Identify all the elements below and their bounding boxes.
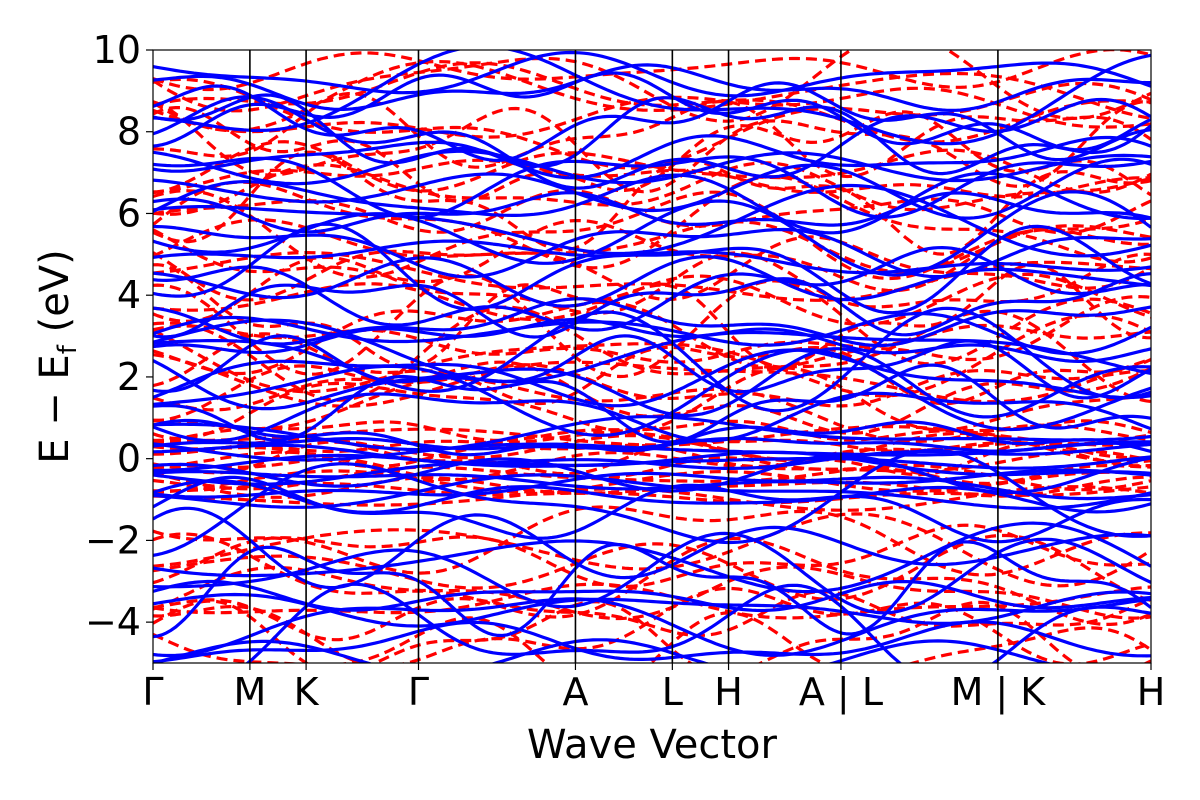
band-line [153, 246, 1151, 332]
band-line [153, 448, 1151, 557]
y-tick-label: −4 [85, 600, 141, 644]
band-line [153, 323, 1151, 364]
band-line [153, 473, 1151, 510]
band-line [153, 50, 1151, 98]
band-line [153, 239, 1151, 275]
band-line [153, 235, 1151, 302]
band-line [153, 360, 1151, 435]
y-tick-label: 8 [117, 110, 141, 154]
kpoint-lines [249, 50, 999, 663]
band-line [153, 305, 1151, 404]
solid-bands [153, 50, 1151, 663]
band-line [153, 224, 1151, 279]
band-line [153, 93, 1151, 176]
x-tick-label: H [1137, 670, 1166, 714]
bands-layer [153, 50, 1151, 663]
x-tick-label: M [233, 670, 266, 714]
band-line [153, 190, 1151, 277]
band-line [153, 272, 1151, 326]
band-line [153, 255, 1151, 308]
band-line [153, 189, 1151, 281]
y-axis-title-sub: f [53, 344, 83, 354]
x-tick-label: H [714, 670, 743, 714]
band-line [153, 505, 1151, 577]
y-tick-label: 6 [117, 191, 141, 235]
band-line [153, 430, 1151, 454]
band-line [153, 50, 1151, 146]
band-line [153, 579, 1151, 613]
band-line [153, 183, 1151, 258]
band-line [153, 311, 1151, 356]
band-line [153, 363, 1151, 444]
band-line [153, 415, 1151, 452]
x-tick-label: M | K [951, 670, 1047, 715]
band-line [153, 582, 1151, 663]
y-axis-ticks: −4 −2 0 2 4 6 8 10 [85, 28, 153, 644]
y-tick-label: 4 [117, 273, 141, 317]
y-axis-title-main: E − E [32, 354, 78, 464]
band-line [153, 318, 1151, 384]
band-line [153, 50, 1151, 92]
band-line [153, 586, 1151, 663]
band-line [153, 134, 1151, 180]
x-tick-label: Γ [408, 670, 429, 714]
x-axis-title: Wave Vector [527, 722, 778, 768]
band-line [153, 377, 1151, 443]
band-line [153, 317, 1151, 363]
band-line [153, 471, 1151, 501]
band-line [153, 620, 1151, 663]
band-line [153, 506, 1151, 590]
x-tick-label: K [294, 670, 320, 714]
band-line [153, 512, 1151, 588]
band-line [153, 363, 1151, 412]
band-line [153, 297, 1151, 348]
band-line [153, 523, 1151, 589]
y-tick-label: 0 [117, 437, 141, 481]
band-line [153, 106, 1151, 203]
x-tick-label: A | L [799, 670, 883, 715]
band-line [153, 454, 1151, 495]
x-tick-label: Γ [142, 670, 163, 714]
band-line [153, 95, 1151, 190]
y-tick-label: −2 [85, 518, 141, 562]
band-line [153, 191, 1151, 234]
band-line [153, 456, 1151, 486]
band-line [153, 63, 1151, 112]
band-line [153, 521, 1151, 594]
band-line [153, 157, 1151, 220]
band-line [153, 599, 1151, 663]
band-line [153, 347, 1151, 419]
y-tick-label: 2 [117, 355, 141, 399]
band-line [153, 597, 1151, 658]
band-line [153, 272, 1151, 339]
x-tick-label: L [662, 670, 683, 714]
band-line [153, 532, 1151, 626]
band-line [153, 149, 1151, 186]
plot-frame [152, 49, 1152, 664]
band-line [153, 158, 1151, 199]
x-tick-label: A [562, 670, 588, 714]
band-line [153, 582, 1151, 620]
band-line [153, 332, 1151, 406]
y-axis-title: E − Ef (eV) [32, 249, 83, 464]
y-tick-label: 10 [93, 28, 141, 72]
band-line [153, 91, 1151, 179]
band-line [153, 391, 1151, 443]
band-line [153, 71, 1151, 152]
y-axis-title-unit: (eV) [32, 249, 78, 345]
band-line [153, 348, 1151, 408]
band-line [153, 81, 1151, 162]
band-line [153, 590, 1151, 642]
band-line [153, 334, 1151, 400]
band-line [153, 50, 1151, 123]
band-line [153, 348, 1151, 437]
